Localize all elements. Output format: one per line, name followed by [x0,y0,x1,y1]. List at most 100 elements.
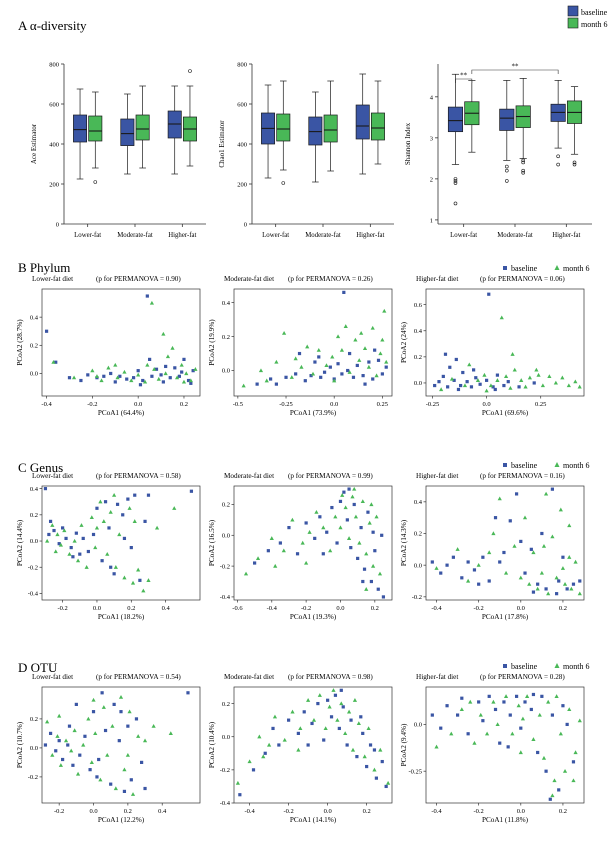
baseline-point [67,724,72,728]
month6-point [311,717,317,722]
baseline-point [540,694,544,698]
baseline-point [145,294,149,298]
x-axis-title: PCoA1 (11.8%) [482,816,529,824]
x-tick-label: -0.4 [41,401,52,408]
baseline-point [454,357,458,362]
baseline-point [303,379,307,383]
month6-box [370,112,385,141]
baseline-point [439,571,443,575]
y-tick-label: 0.0 [222,532,230,539]
month6-point [366,726,371,731]
x-tick-label: Higher-fat [168,232,196,239]
baseline-point [150,374,154,378]
y-tick-label: -0.4 [220,800,231,807]
y-tick-label: 400 [49,142,59,149]
baseline-point [351,375,356,379]
baseline-point [368,743,373,747]
baseline-point [57,739,61,743]
month6-point [339,347,345,352]
baseline-point [519,726,523,730]
baseline-point [493,516,498,520]
baseline-point [57,542,61,546]
x-axis-title: PCoA1 (14.1%) [290,816,337,824]
month6-point [573,750,578,755]
month6-point [333,514,338,519]
baseline-point [478,382,482,386]
baseline-point [328,365,332,369]
month6-point [516,703,521,708]
legend-a-baseline-label: baseline [581,8,608,17]
baseline-point [355,363,359,368]
baseline-point [294,372,298,376]
section-heading-d: D OTU [18,660,58,675]
y-tick-label: 0.0 [222,734,230,741]
legend-c-month6-label: month 6 [563,461,589,470]
legend-a-baseline-swatch [567,5,579,17]
baseline-point [83,734,87,738]
month6-point [484,388,489,393]
baseline-point [373,348,377,352]
y-tick-label: -0.2 [220,767,230,774]
baseline-point [103,500,108,504]
baseline-point [78,552,82,556]
x-tick-label: -0.4 [431,605,442,612]
y-tick-label: 0.4 [30,314,39,321]
baseline-point [502,550,506,555]
month6-point [50,523,55,527]
month6-point [541,755,547,760]
panel-stat: (p for PERMANOVA = 0.06) [480,275,565,283]
x-tick-label: -0.2 [54,808,64,815]
baseline-point [325,530,329,534]
y-tick-label: 0.0 [414,722,422,729]
baseline-point [336,362,340,366]
baseline-point [481,719,485,723]
month6-point [181,379,187,384]
baseline-box-outlier [453,201,458,206]
panel-title: Higher-fat diet [416,673,458,681]
baseline-point [52,528,56,533]
baseline-point [316,701,320,706]
y-tick-label: 0.0 [414,562,422,569]
baseline-point [186,378,191,383]
panel-a3: 1 2 3 4 Shannon Index Lower-fat Moderate-fat Hi… [404,63,592,239]
baseline-point [161,380,165,384]
month6-point [93,731,98,735]
y-tick-label: 4 [430,94,434,101]
y-tick-label: 0.0 [222,368,230,375]
baseline-point [168,376,172,380]
baseline-point [493,707,498,712]
month6-point [357,540,362,545]
panel-title: Moderate-fat diet [224,673,274,681]
month6-box-outlier [188,69,192,73]
baseline-point [346,368,350,373]
baseline-point [529,547,533,551]
x-tick-label: Lower-fat [262,232,289,239]
month6-point [482,372,487,377]
month6-point [547,374,552,379]
month6-point [531,737,536,741]
baseline-point [384,365,388,369]
x-axis-title: PCoA1 (12.2%) [98,816,145,824]
month6-point [512,543,517,548]
month6-point [467,362,472,367]
month6-point [127,506,132,510]
y-tick-label: 200 [237,182,247,189]
y-axis-title: PCoA2 (14.3%) [400,519,408,566]
month6-point [296,747,301,752]
y-axis-title: Shannon Index [404,122,412,165]
month6-box [88,115,103,142]
month6-point [335,334,341,339]
x-tick-label: -0.6 [232,605,243,612]
month6-point [525,694,530,698]
month6-point [136,734,141,738]
baseline-point [439,726,443,730]
baseline-point [345,518,349,522]
baseline-point [456,387,461,392]
y-tick-label: 600 [237,102,247,109]
baseline-point [74,531,78,535]
x-tick-label: Moderate-fat [497,232,533,239]
baseline-point [186,691,190,695]
month6-point [503,694,509,698]
plot-frame [233,288,393,397]
month6-point [151,723,156,728]
